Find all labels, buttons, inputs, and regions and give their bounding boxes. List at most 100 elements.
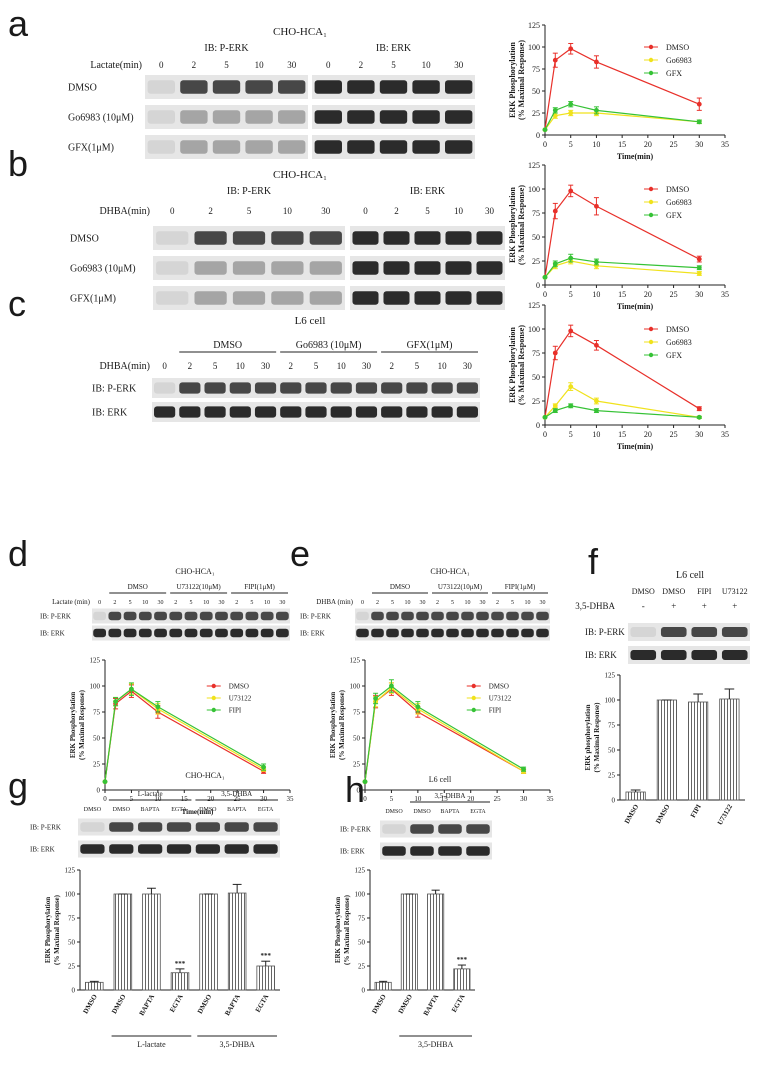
lane-label: 0 <box>159 60 164 70</box>
lane-label: FIPI <box>697 587 712 596</box>
x-axis-label: Time(min) <box>617 152 654 161</box>
blot-band <box>232 261 266 275</box>
bar <box>688 701 709 801</box>
lane-label: 10 <box>142 600 148 606</box>
x-tick-label: BAPTA <box>422 993 441 1017</box>
blot-band <box>260 611 274 621</box>
blot-band <box>445 261 472 275</box>
x-tick-label: 10 <box>592 290 600 299</box>
y-tick-label: 100 <box>528 43 540 52</box>
blot-band <box>230 628 244 638</box>
row-label: IB: ERK <box>40 629 65 637</box>
blot-band <box>224 822 249 832</box>
data-point <box>552 403 558 409</box>
data-point <box>542 414 548 420</box>
data-point <box>113 699 118 704</box>
blot-band <box>309 261 342 275</box>
x-tick-label: 20 <box>644 290 652 299</box>
data-point <box>568 101 574 107</box>
lane-label: 5 <box>391 600 394 606</box>
lane-label: 30 <box>540 600 546 606</box>
group-label: DMSO <box>128 583 148 591</box>
bar <box>85 981 104 991</box>
blot-band <box>93 611 107 621</box>
y-tick-label: 125 <box>528 161 540 170</box>
blot-band <box>352 291 379 305</box>
x-tick-label: 10 <box>414 795 422 803</box>
blot-band <box>184 611 198 621</box>
blot-band <box>245 611 259 621</box>
blot-band <box>260 628 274 638</box>
blot-band <box>379 110 408 124</box>
x-tick-label: 0 <box>103 795 107 803</box>
panel-letter: c <box>8 283 26 324</box>
x-tick-label: DMSO <box>110 993 128 1016</box>
blot-band <box>179 382 201 394</box>
blot-band <box>431 628 444 638</box>
bar <box>656 699 677 801</box>
y-axis-label: (% Maximal Response) <box>343 894 351 965</box>
y-tick-label: 50 <box>608 746 616 754</box>
row-label: IB: P-ERK <box>30 823 61 831</box>
blot-band <box>445 291 472 305</box>
blot-band <box>721 626 748 638</box>
bar <box>113 893 133 991</box>
lane-axis-label: Lactate (min) <box>52 598 91 606</box>
y-tick-label: 0 <box>97 786 101 794</box>
x-tick-label: 25 <box>234 795 242 803</box>
y-tick-label: 50 <box>532 87 540 96</box>
panel-title: CHO-HCA₁ <box>273 26 327 38</box>
blot-band <box>204 406 226 418</box>
blot-band <box>253 822 278 832</box>
series-line <box>104 690 264 782</box>
data-point <box>129 686 134 692</box>
blot-band <box>506 628 519 638</box>
group-label: DMSO <box>390 583 410 591</box>
panel-title: L6 cell <box>676 570 704 581</box>
lane-label: DMSO <box>632 587 655 596</box>
blot-band <box>401 611 414 621</box>
x-tick-label: 15 <box>618 290 626 299</box>
legend-label: FIPI <box>229 706 242 714</box>
blot-band <box>245 628 259 638</box>
bar <box>170 972 190 991</box>
legend-marker <box>648 57 654 63</box>
y-tick-label: 100 <box>90 682 101 690</box>
blot-band <box>347 140 375 154</box>
row-label: Go6983 (10μM) <box>68 113 134 124</box>
legend-label: U73122 <box>229 694 252 702</box>
blot-band <box>406 382 428 394</box>
y-axis-label: ERK Phosphorylation <box>508 42 517 118</box>
lane-label: 2 <box>496 600 499 606</box>
lane-label: 30 <box>480 600 486 606</box>
blot-band <box>456 406 478 418</box>
lane-axis-label: Lactate(min) <box>90 60 142 71</box>
lane-label: 5 <box>415 361 420 371</box>
blot-band <box>381 382 403 394</box>
y-tick-label: 125 <box>65 866 76 874</box>
x-tick-label: 35 <box>721 140 729 149</box>
y-tick-label: 25 <box>358 962 366 970</box>
x-axis-label: Time(min) <box>617 442 654 451</box>
data-point <box>594 398 599 404</box>
blot-strip <box>380 842 492 860</box>
row-label: Go6983 (10μM) <box>70 264 136 275</box>
lane-axis-label: DHBA (min) <box>316 598 353 606</box>
legend-label: DMSO <box>666 185 689 194</box>
blot-band <box>536 611 549 621</box>
blot-band <box>383 231 410 245</box>
lane-label: 5 <box>425 206 430 216</box>
blot-band <box>314 80 342 94</box>
group-label: 3,5-DHBA <box>221 790 252 798</box>
x-tick-label: 0 <box>543 290 547 299</box>
y-tick-label: 50 <box>358 938 366 946</box>
blot-strip <box>153 256 345 280</box>
lane-label: 5 <box>451 600 454 606</box>
lane-label: 30 <box>485 206 495 216</box>
lane-label: 30 <box>287 60 297 70</box>
blot-band <box>416 628 429 638</box>
blot-band <box>438 824 462 834</box>
bar <box>400 893 418 991</box>
blot-band <box>330 382 352 394</box>
legend-marker <box>648 212 654 218</box>
